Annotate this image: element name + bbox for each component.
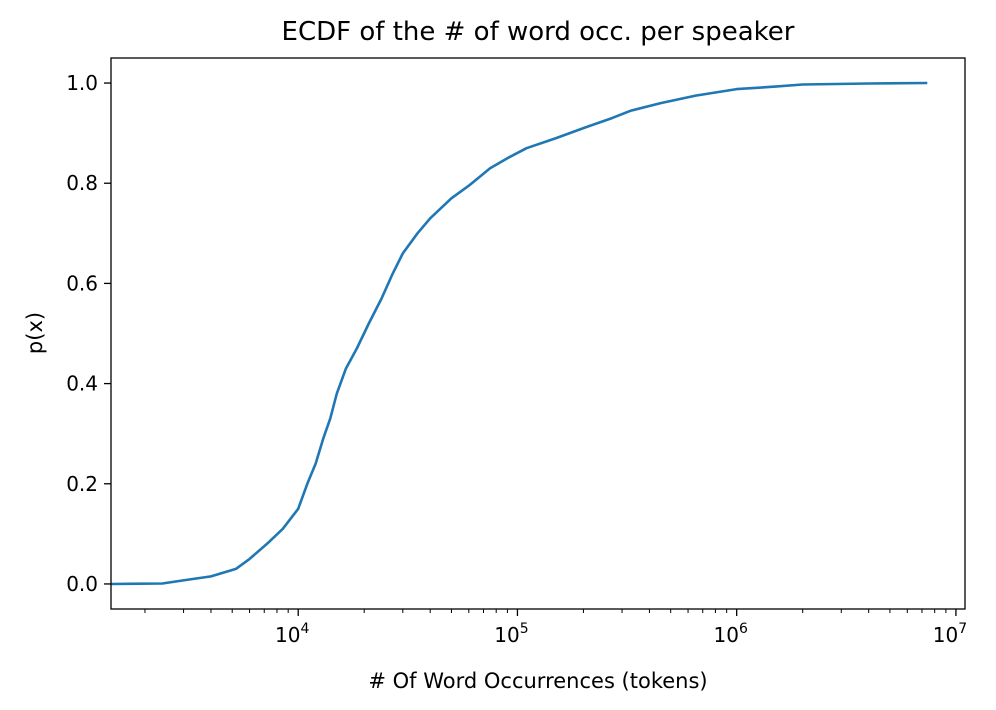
chart-title: ECDF of the # of word occ. per speaker (282, 17, 795, 47)
y-tick-label: 0.6 (66, 271, 98, 295)
y-tick-label: 0.4 (66, 372, 98, 396)
y-axis-label: p(x) (23, 312, 47, 354)
y-tick-label: 0.0 (66, 572, 98, 596)
y-tick-label: 0.8 (66, 171, 98, 195)
y-tick-label: 1.0 (66, 71, 98, 95)
y-tick-label: 0.2 (66, 472, 98, 496)
x-axis-label: # Of Word Occurrences (tokens) (368, 669, 707, 693)
